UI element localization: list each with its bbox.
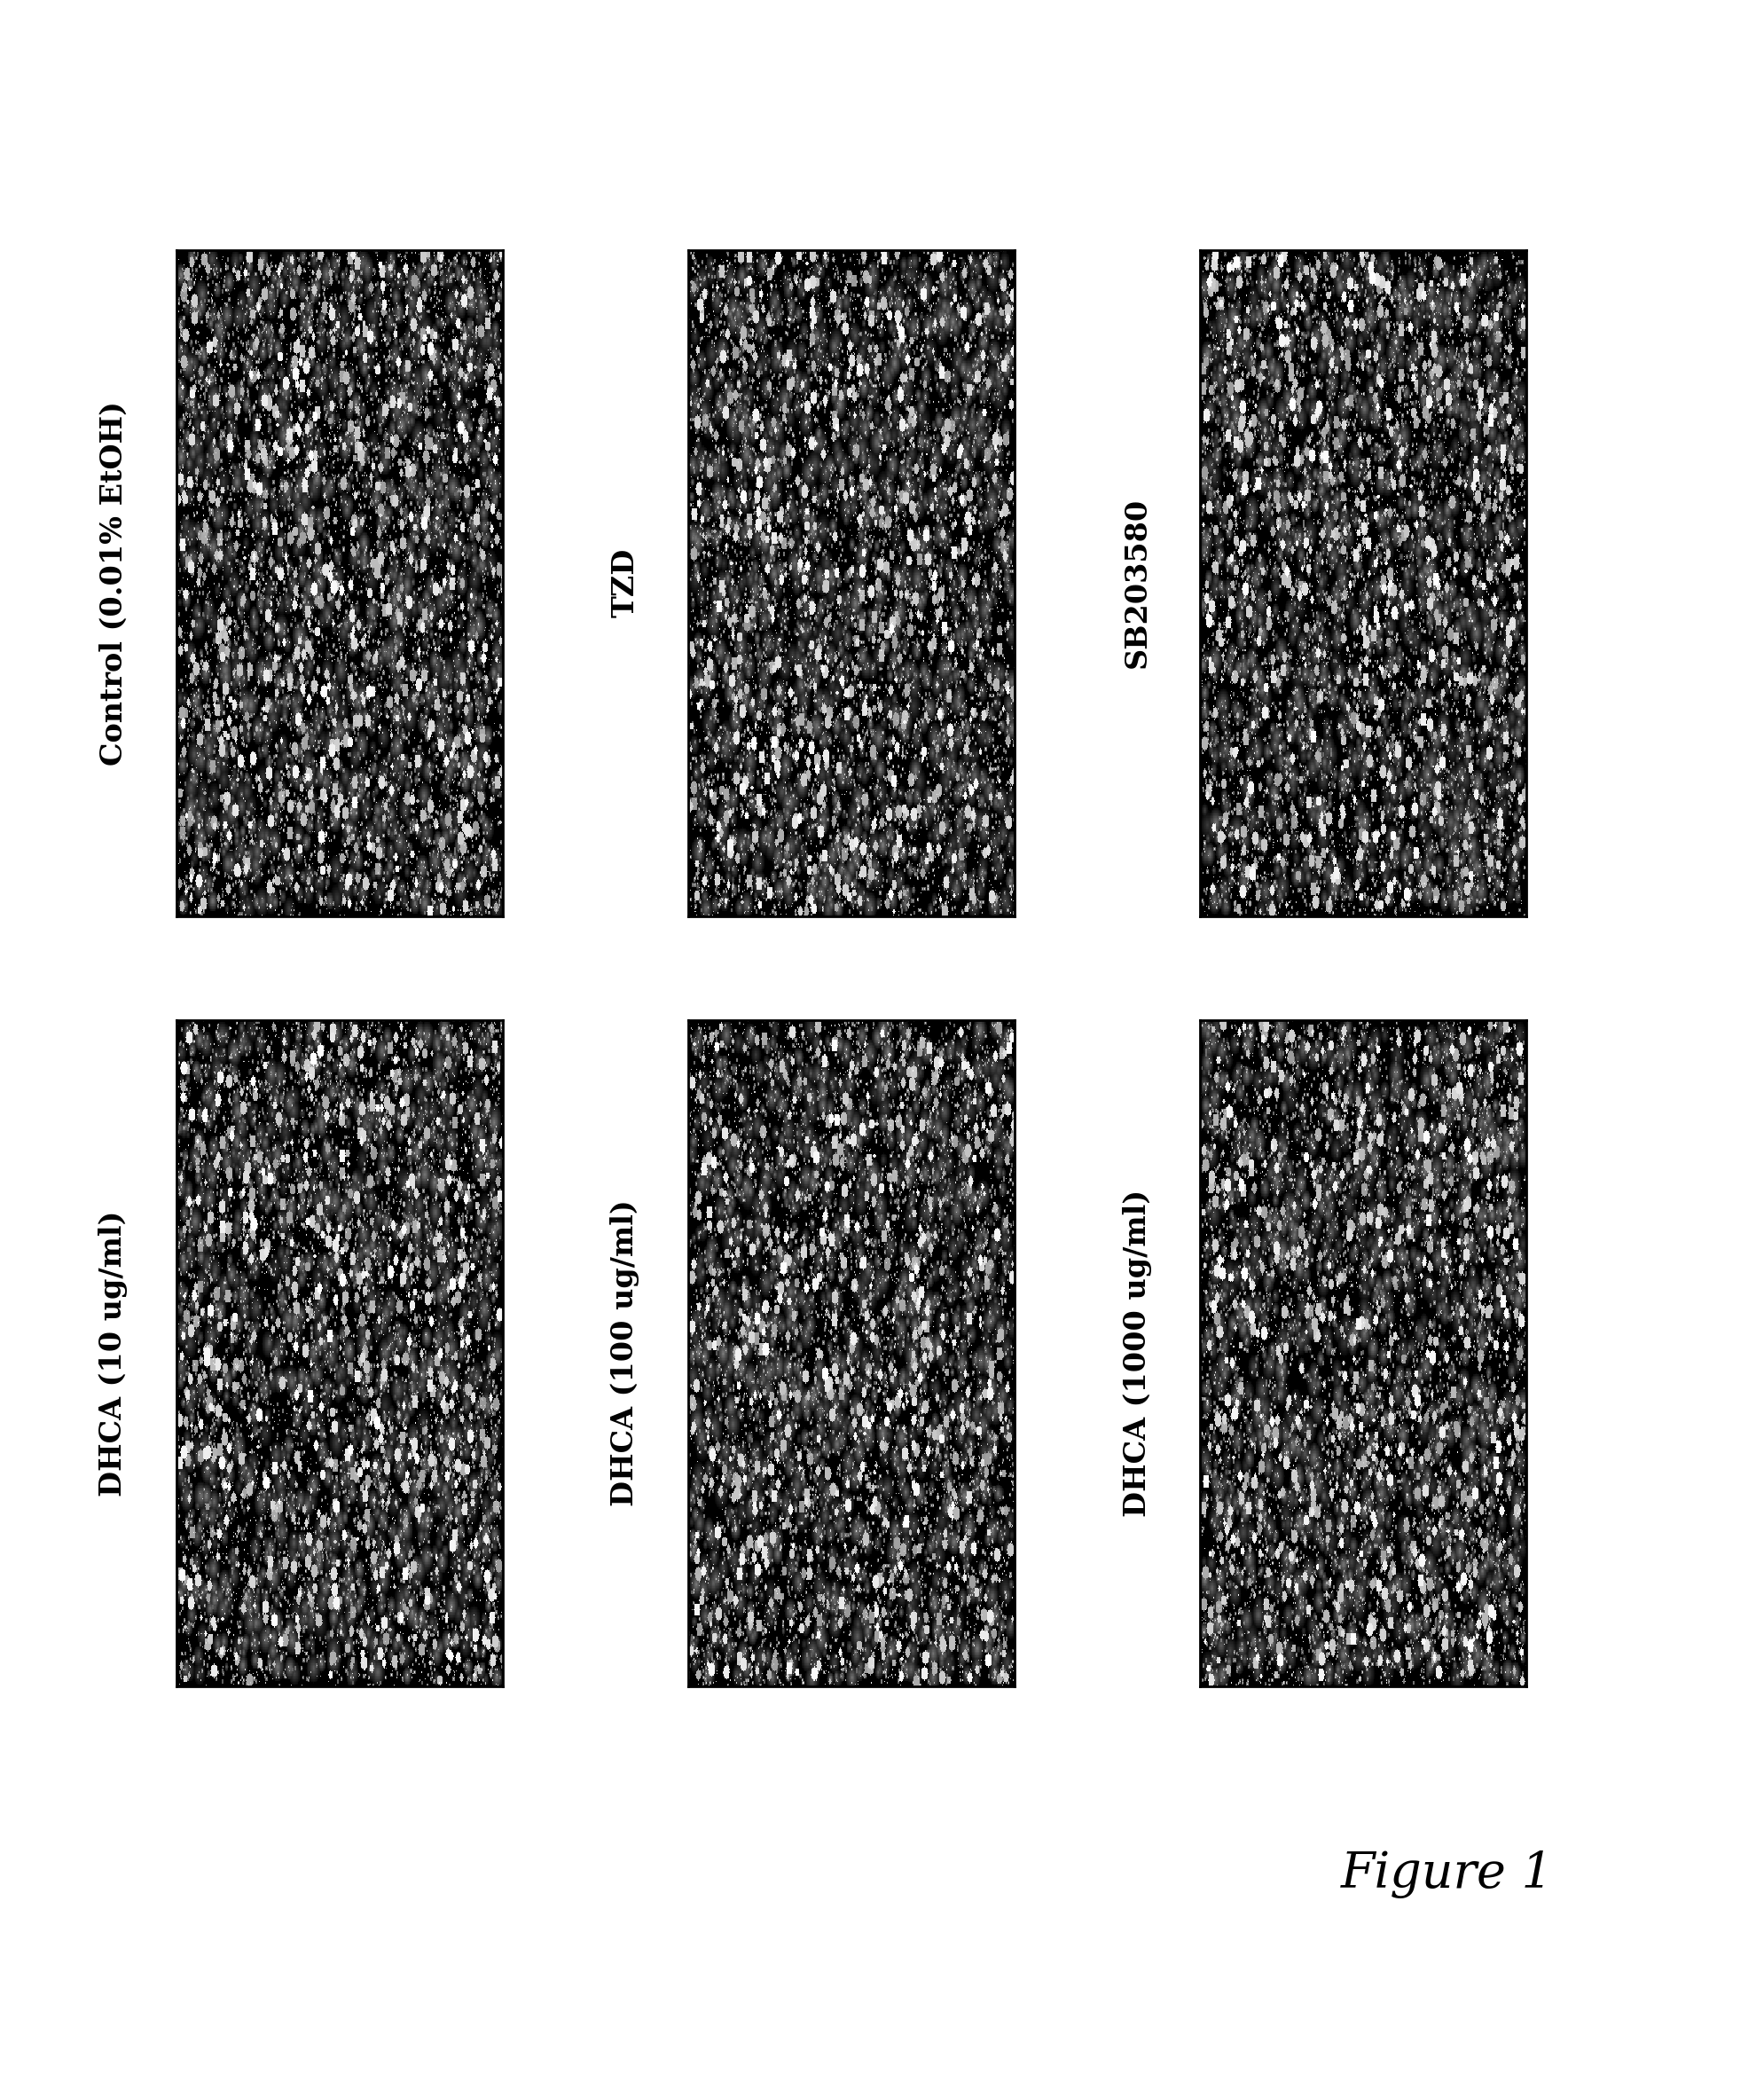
- Text: DHCA (10 ug/ml): DHCA (10 ug/ml): [99, 1210, 129, 1497]
- Text: TZD: TZD: [610, 548, 640, 618]
- Text: SB203580: SB203580: [1122, 498, 1152, 668]
- Text: DHCA (1000 ug/ml): DHCA (1000 ug/ml): [1122, 1189, 1152, 1518]
- Text: DHCA (100 ug/ml): DHCA (100 ug/ml): [610, 1199, 640, 1507]
- Text: Figure 1: Figure 1: [1341, 1849, 1552, 1899]
- Text: Control (0.01% EtOH): Control (0.01% EtOH): [99, 400, 129, 766]
